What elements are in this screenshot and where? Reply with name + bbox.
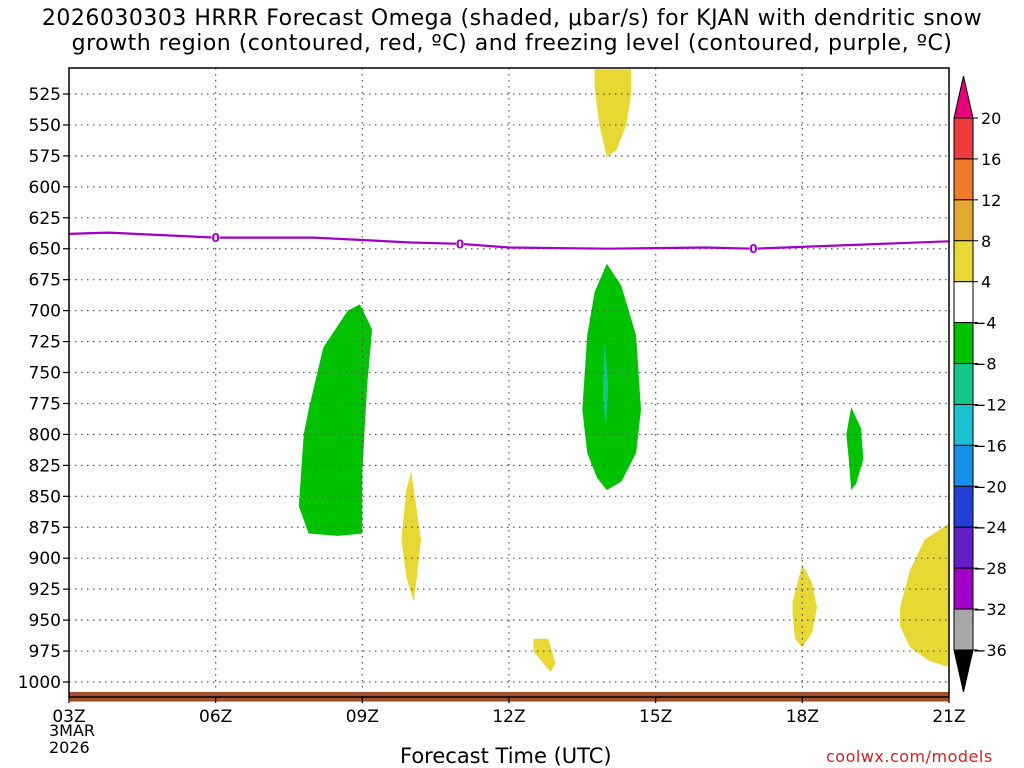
y-tick-label: 650 [29, 240, 61, 260]
freezing-level-label: 0 [749, 242, 757, 256]
source-credit[interactable]: coolwx.com/models [826, 747, 993, 766]
colorbar-label: −4 [973, 314, 997, 333]
x-tick-label: 15Z [639, 707, 672, 727]
y-tick-label: 950 [29, 611, 61, 631]
y-tick-label: 625 [29, 209, 61, 229]
colorbar-label: −20 [973, 477, 1007, 496]
freezing-level-line [68, 231, 950, 250]
colorbar: 20 16 12 8 4 −4 −8 −12 −16 −20 −24 −28 −32 −36 [953, 75, 1007, 693]
freezing-level-label: 0 [211, 231, 219, 245]
colorbar-swatch [953, 117, 974, 160]
colorbar-label: −28 [973, 559, 1007, 578]
colorbar-swatch [953, 444, 974, 487]
colorbar-swatch [953, 322, 974, 365]
x-tick-label: 03Z [52, 707, 85, 727]
omega-region-1 [594, 69, 632, 158]
omega-region-9 [900, 523, 949, 668]
colorbar-label: −36 [973, 641, 1007, 660]
colorbar-label: −16 [973, 436, 1007, 455]
colorbar-label: 8 [981, 232, 991, 251]
colorbar-swatch [953, 363, 974, 405]
y-tick-label: 825 [29, 456, 61, 476]
freezing-label-bg [456, 236, 465, 251]
y-tick-label: 700 [29, 302, 61, 322]
colorbar-swatch [953, 608, 974, 651]
freezing-label-bg [211, 230, 220, 245]
colorbar-label: −24 [973, 518, 1007, 537]
colorbar-swatch [953, 567, 974, 610]
y-tick-label: 775 [29, 394, 61, 414]
x-tick-label: 21Z [932, 707, 965, 727]
colorbar-label: 20 [981, 109, 1001, 128]
colorbar-swatch [953, 485, 974, 528]
y-tick-label: 550 [29, 116, 61, 136]
freezing-level-label: 0 [456, 237, 464, 251]
y-axis: 525 550 575 600 625 650 675 700 725 750 775 800 825 8… [18, 85, 69, 693]
y-tick-label: 600 [29, 178, 61, 198]
colorbar-label: −8 [973, 355, 997, 374]
omega-region-6 [533, 638, 556, 673]
y-tick-label: 525 [29, 85, 61, 105]
x-tick-label: 09Z [346, 707, 379, 727]
y-tick-label: 575 [29, 147, 61, 167]
omega-shading-layer [298, 69, 949, 673]
colorbar-label: 16 [981, 150, 1001, 169]
colorbar-swatch [953, 526, 974, 569]
x-tick-label: 18Z [786, 707, 819, 727]
y-tick-label: 875 [29, 518, 61, 538]
x-axis: 03Z 06Z 09Z 12Z 15Z 18Z 21Z [52, 697, 966, 727]
colorbar-top-arrow [953, 75, 974, 119]
colorbar-bottom-arrow [953, 649, 974, 693]
colorbar-swatch [953, 281, 974, 324]
omega-region-7 [846, 407, 864, 491]
grid-layer [69, 68, 949, 697]
x-axis-title: Forecast Time (UTC) [400, 744, 612, 768]
chart-title: 2026030303 HRRR Forecast Omega (shaded, … [41, 6, 983, 56]
y-tick-label: 975 [29, 642, 61, 662]
y-tick-label: 900 [29, 549, 61, 569]
omega-region-8 [792, 564, 817, 648]
omega-region-2 [298, 304, 373, 536]
x-start-date-day: 3MAR [49, 721, 96, 740]
omega-region-5 [602, 341, 609, 429]
y-tick-label: 925 [29, 580, 61, 600]
y-tick-label: 800 [29, 425, 61, 445]
colorbar-label: −12 [973, 395, 1007, 414]
y-tick-label: 675 [29, 271, 61, 291]
colorbar-label: −32 [973, 600, 1007, 619]
x-tick-label: 06Z [199, 707, 232, 727]
colorbar-swatch [953, 158, 974, 201]
colorbar-label: 4 [981, 273, 991, 292]
y-tick-label: 750 [29, 364, 61, 384]
x-start-date-year: 2026 [49, 738, 90, 757]
y-tick-label: 1000 [18, 673, 61, 693]
colorbar-swatch [953, 403, 974, 446]
omega-region-4 [582, 263, 641, 491]
y-tick-label: 850 [29, 487, 61, 507]
freezing-label-bg [749, 241, 758, 256]
colorbar-swatch [953, 199, 974, 242]
colorbar-swatch [953, 240, 974, 283]
y-tick-label: 725 [29, 333, 61, 353]
omega-region-3 [401, 471, 421, 602]
colorbar-label: 12 [981, 191, 1001, 210]
freezing-level-layer: 0 0 0 [68, 230, 950, 256]
x-tick-label: 12Z [492, 707, 525, 727]
